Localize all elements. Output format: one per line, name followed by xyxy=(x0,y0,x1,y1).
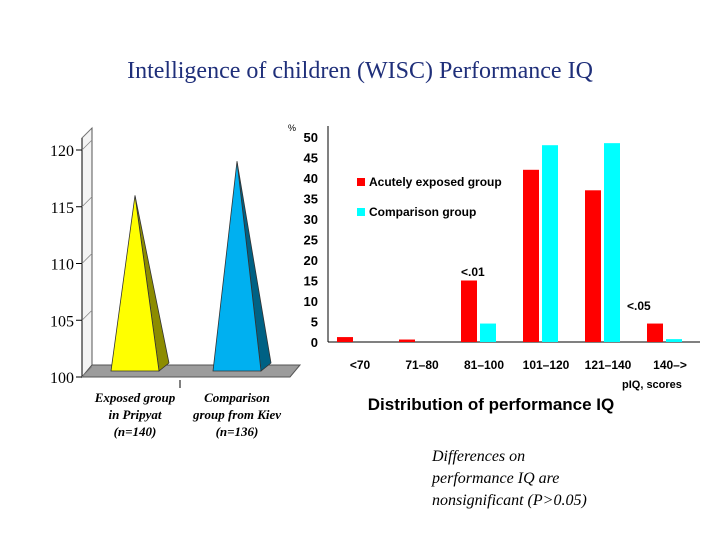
y-tick-label: 0 xyxy=(311,335,318,350)
legend-label: Comparison group xyxy=(369,205,476,219)
y-tick-wall-line xyxy=(81,366,93,378)
y-tick-label: 25 xyxy=(304,233,318,248)
x-tick-label: 71–80 xyxy=(405,358,439,372)
bar-comparison xyxy=(542,145,558,342)
x-tick-label: 101–120 xyxy=(523,358,570,372)
y-tick-label: 120 xyxy=(50,143,74,160)
x-tick-label: 121–140 xyxy=(585,358,632,372)
category-label: Exposed group xyxy=(94,390,176,405)
category-label: in Pripyat xyxy=(108,407,161,422)
x-tick-label: 140–> xyxy=(653,358,687,372)
annotation-label: <.05 xyxy=(627,299,651,313)
legend-swatch xyxy=(357,208,365,216)
y-tick-label: 110 xyxy=(51,257,74,274)
category-label: Comparison xyxy=(204,390,270,405)
y-tick-label: 20 xyxy=(304,253,318,268)
y-tick-label: 100 xyxy=(50,370,74,387)
y-tick-wall-line xyxy=(81,309,93,321)
note-line: Differences on xyxy=(432,448,526,465)
y-axis-label: % xyxy=(288,123,296,133)
note-line: performance IQ are xyxy=(432,470,560,487)
side-wall xyxy=(81,126,93,379)
y-tick-wall-line xyxy=(81,139,93,151)
y-tick-label: 30 xyxy=(304,212,318,227)
distribution-chart: % 0 5 10 15 20 25 30 35 40 45 50 <70 71–80 81–100 101–1… xyxy=(288,123,700,414)
y-tick-label: 10 xyxy=(304,294,318,309)
legend-label: Acutely exposed group xyxy=(369,175,502,189)
category-label: group from Kiev xyxy=(192,407,281,422)
y-tick-wall-line xyxy=(81,253,93,264)
bar-exposed xyxy=(399,339,415,342)
category-label: (n=136) xyxy=(216,424,259,439)
y-tick-label: 15 xyxy=(304,274,318,289)
y-tick-wall-line xyxy=(81,196,93,208)
y-tick-label: 50 xyxy=(304,130,318,145)
y-tick-label: 5 xyxy=(311,315,318,330)
y-tick-label: 35 xyxy=(304,192,318,207)
annotation-label: <.01 xyxy=(461,265,485,279)
legend-swatch xyxy=(357,178,365,186)
x-axis-label: pIQ, scores xyxy=(622,379,682,391)
bar-comparison xyxy=(604,143,620,342)
pyramid-bar xyxy=(212,161,262,372)
note-line: nonsignificant (P>0.05) xyxy=(432,492,587,509)
bar-comparison xyxy=(480,323,496,342)
category-label: (n=140) xyxy=(114,424,157,439)
y-tick-label: 105 xyxy=(50,313,74,330)
chart-title: Distribution of performance IQ xyxy=(368,395,615,414)
y-tick-label: 115 xyxy=(51,200,74,217)
bar-comparison xyxy=(666,339,682,342)
pyramid-bar xyxy=(110,195,160,372)
x-tick-label: 81–100 xyxy=(464,358,504,372)
significance-note: Differences on performance IQ are nonsig… xyxy=(432,446,672,512)
bar-exposed xyxy=(337,337,353,342)
bar-exposed xyxy=(461,280,477,342)
bar-exposed xyxy=(523,169,539,342)
y-tick-label: 45 xyxy=(304,151,318,166)
bar-exposed xyxy=(585,190,601,342)
slide-title: Intelligence of children (WISC) Performa… xyxy=(127,58,593,84)
y-tick-label: 40 xyxy=(304,171,318,186)
bar-exposed xyxy=(647,323,663,342)
pyramid-chart: 100 105 110 115 120 Exposed group in Pripyat (n… xyxy=(50,126,302,439)
x-tick-label: <70 xyxy=(350,358,371,372)
